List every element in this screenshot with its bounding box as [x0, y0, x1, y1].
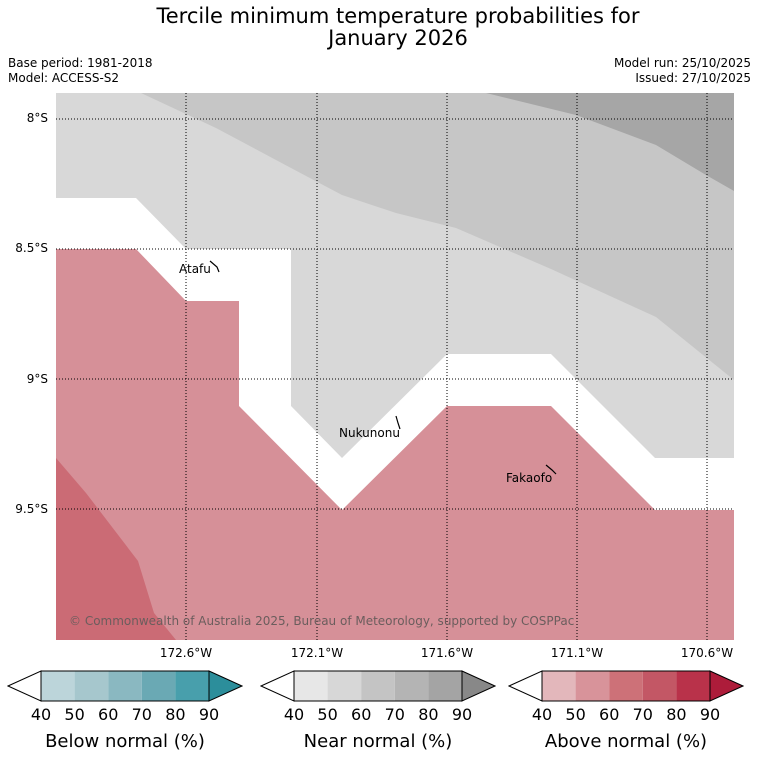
- above-swatch-4: [642, 671, 677, 701]
- below-swatch-6: [208, 670, 243, 702]
- copyright-notice: © Commonwealth of Australia 2025, Bureau…: [69, 614, 575, 628]
- near-swatch-4: [394, 671, 429, 701]
- lat-label-8s: 8°S: [26, 111, 48, 125]
- model-name: Model: ACCESS-S2: [8, 71, 120, 85]
- near-normal-title: Near normal (%): [303, 731, 453, 752]
- colorbar-above-normal: [508, 670, 744, 702]
- colorbar-above-tick-80: 80: [666, 705, 687, 724]
- below-normal-title: Below normal (%): [45, 731, 205, 752]
- colorbar-near-tick-90: 90: [451, 705, 473, 724]
- info-left: Base period: 1981-2018 Model: ACCESS-S2: [8, 56, 153, 86]
- atafu-island: [209, 260, 220, 273]
- near-normal-50-zone: [141, 93, 734, 380]
- gridlines: [56, 93, 734, 640]
- fakaofo-island: [545, 464, 557, 475]
- above-swatch-0: [508, 670, 543, 702]
- lat-label-9-5s: 9.5°S: [15, 502, 48, 516]
- below-swatch-1: [41, 671, 75, 701]
- above-normal-title: Above normal (%): [544, 731, 708, 752]
- colorbar-near-tick-70: 70: [384, 705, 405, 724]
- above-swatch-2: [575, 671, 610, 701]
- below-swatch-3: [108, 671, 142, 701]
- issued-date: Issued: 27/10/2025: [635, 71, 751, 85]
- title-line-2: January 2026: [328, 26, 468, 50]
- colorbar-below-tick-70: 70: [131, 705, 152, 724]
- near-swatch-5: [428, 671, 462, 701]
- title-line-1: Tercile minimum temperature probabilitie…: [156, 4, 640, 28]
- nukunonu-island: [395, 415, 401, 430]
- below-swatch-5: [175, 671, 209, 701]
- colorbar-below-tick-50: 50: [64, 705, 85, 724]
- lon-label-170-6w: 170.6°W: [680, 646, 734, 660]
- colorbar-below-tick-90: 90: [198, 705, 220, 724]
- lon-label-171-6w: 171.6°W: [420, 646, 474, 660]
- below-swatch-4: [141, 671, 176, 701]
- colorbar-above-tick-90: 90: [699, 705, 721, 724]
- colorbar-near-tick-80: 80: [418, 705, 439, 724]
- lon-label-171-1w: 171.1°W: [550, 646, 604, 660]
- colorbar-below-tick-60: 60: [98, 705, 119, 724]
- chart-title: Tercile minimum temperature probabilitie…: [0, 5, 758, 49]
- colorbar-near-normal: [260, 670, 496, 702]
- below-swatch-0: [7, 670, 42, 702]
- near-swatch-1: [294, 671, 328, 701]
- near-normal-60-zone: [486, 93, 734, 191]
- info-right: Model run: 25/10/2025 Issued: 27/10/2025: [614, 56, 751, 86]
- above-swatch-5: [676, 671, 710, 701]
- model-run: Model run: 25/10/2025: [613, 56, 751, 70]
- probability-map: [56, 93, 734, 640]
- place-label-atafu: Atafu: [179, 262, 211, 276]
- colorbar-above-tick-70: 70: [632, 705, 653, 724]
- above-swatch-3: [609, 671, 643, 701]
- base-period: Base period: 1981-2018: [8, 56, 153, 70]
- above-normal-60-zone: [56, 458, 176, 640]
- lat-label-9s: 9°S: [26, 372, 48, 386]
- place-label-fakaofo: Fakaofo: [506, 471, 553, 485]
- near-swatch-2: [327, 671, 362, 701]
- above-swatch-1: [542, 671, 576, 701]
- near-swatch-6: [461, 670, 496, 702]
- lon-label-172-1w: 172.1°W: [290, 646, 344, 660]
- near-swatch-3: [361, 671, 395, 701]
- colorbar-near-tick-60: 60: [351, 705, 372, 724]
- colorbar-above-tick-50: 50: [565, 705, 586, 724]
- place-label-nukunonu: Nukunonu: [339, 426, 400, 440]
- colorbar-above-tick-60: 60: [599, 705, 620, 724]
- map-svg: [56, 93, 734, 640]
- above-normal-50-zone: [56, 249, 734, 640]
- colorbar-near-tick-50: 50: [317, 705, 338, 724]
- colorbar-near-tick-40: 40: [283, 705, 305, 724]
- colorbar-below-tick-80: 80: [165, 705, 186, 724]
- colorbar-below-tick-40: 40: [30, 705, 52, 724]
- near-swatch-0: [260, 670, 295, 702]
- lat-label-8-5s: 8.5°S: [15, 241, 48, 255]
- lon-label-172-6w: 172.6°W: [159, 646, 213, 660]
- colorbar-below-normal: [7, 670, 243, 702]
- above-swatch-6: [709, 670, 744, 702]
- below-swatch-2: [74, 671, 109, 701]
- island-markers: [209, 260, 557, 475]
- colorbar-above-tick-40: 40: [531, 705, 553, 724]
